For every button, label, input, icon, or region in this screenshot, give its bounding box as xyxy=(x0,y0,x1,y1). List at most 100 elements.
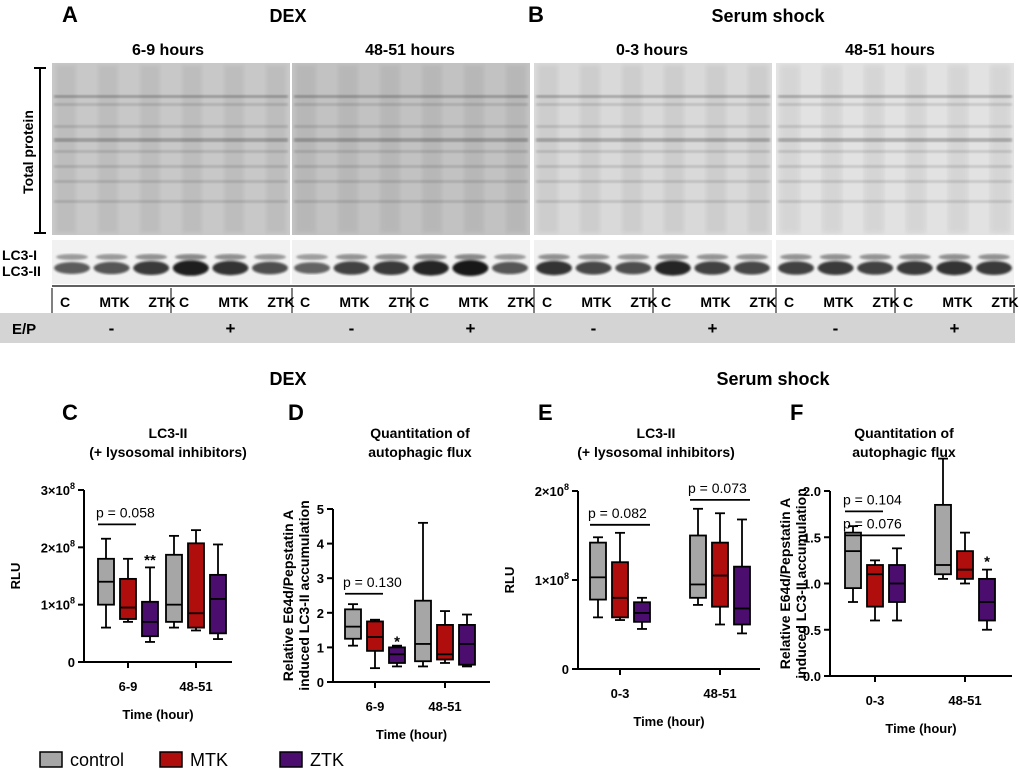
blot-panel xyxy=(292,63,530,284)
chart-title: Quantitation of xyxy=(854,425,954,441)
panel-letter: F xyxy=(790,400,803,425)
y-tick-label: 1×108 xyxy=(535,571,569,588)
box-iqr xyxy=(978,577,996,622)
y-tick-label: 1.5 xyxy=(803,530,821,545)
box-ztk-48-51 xyxy=(733,518,751,635)
legend-label: MTK xyxy=(190,750,228,770)
y-axis-label: Relative E64d/Pepstatin A xyxy=(777,498,793,669)
box-mtk-48-51 xyxy=(436,610,454,664)
lane-label-c: C xyxy=(60,294,70,310)
x-tick-label: 48-51 xyxy=(703,686,736,701)
time-label-dex-6-9: 6-9 hours xyxy=(132,42,204,59)
box-iqr xyxy=(187,542,205,629)
blot-panel xyxy=(52,63,290,284)
box-control-0-3 xyxy=(844,525,862,603)
box-iqr xyxy=(866,564,884,608)
y-tick-label: 2 xyxy=(317,606,324,621)
blot-panel xyxy=(776,63,1014,284)
box-iqr xyxy=(589,541,607,601)
lane-label-mtk: MTK xyxy=(99,294,129,310)
y-tick-label: 3×108 xyxy=(41,481,75,498)
box-ztk-0-3 xyxy=(633,596,651,630)
box-mtk-48-51 xyxy=(956,531,974,585)
chart-d: D Quantitation of autophagic flux 0 1 2 3 4 5 Rel… xyxy=(280,400,490,742)
y-tick-label: 0 xyxy=(562,662,569,677)
chart-title: LC3-II xyxy=(637,425,676,441)
time-label-serum-48-51: 48-51 hours xyxy=(845,42,935,59)
y-tick-label: 2.0 xyxy=(803,484,821,499)
x-tick-label: 0-3 xyxy=(611,686,630,701)
x-tick-label: 48-51 xyxy=(179,679,212,694)
lane-label-c: C xyxy=(179,294,189,310)
box-control-48-51 xyxy=(934,457,952,580)
chart-f: F Quantitation of autophagic flux 0.0 0.5 1.0… xyxy=(777,400,1012,736)
x-tick-label: 6-9 xyxy=(366,699,385,714)
lane-label-ztk: ZTK xyxy=(507,294,534,310)
box-iqr xyxy=(611,561,629,619)
panel-letter: C xyxy=(62,400,78,425)
ep-sign: - xyxy=(109,319,115,338)
y-tick-label: 0 xyxy=(317,675,324,690)
box-iqr xyxy=(344,608,362,640)
dex-header: DEX xyxy=(269,6,306,26)
y-axis-label: Relative E64d/Pepstatin A xyxy=(280,510,296,681)
lane-label-mtk: MTK xyxy=(458,294,488,310)
box-ztk-48-51 xyxy=(978,568,996,631)
panel-letter: E xyxy=(538,400,553,425)
time-label-dex-48-51: 48-51 hours xyxy=(365,42,455,59)
x-axis-label: Time (hour) xyxy=(122,707,193,722)
x-axis-label: Time (hour) xyxy=(376,727,447,742)
box-iqr xyxy=(934,503,952,576)
lane-label-mtk: MTK xyxy=(700,294,730,310)
lane-label-mtk: MTK xyxy=(823,294,853,310)
legend-label: control xyxy=(70,750,124,770)
dex-section-title: DEX xyxy=(269,369,306,389)
chart-title: (+ lysosomal inhibitors) xyxy=(577,444,735,460)
lane-label-ztk: ZTK xyxy=(388,294,415,310)
lane-label-c: C xyxy=(300,294,310,310)
y-axis-label: induced LC3-II accumulation xyxy=(793,488,809,679)
box-control-0-3 xyxy=(589,536,607,619)
p-value-label: p = 0.082 xyxy=(588,505,647,521)
y-tick-label: 1.0 xyxy=(803,577,821,592)
time-label-serum-0-3: 0-3 hours xyxy=(616,42,688,59)
lane-label-mtk: MTK xyxy=(942,294,972,310)
lane-labels: C MTK ZTK C MTK ZTK C MTK ZTK C MTK ZTK C MTK ZTK C MTK Z… xyxy=(51,288,1019,343)
y-tick-label: 0 xyxy=(68,655,75,670)
ep-sign: - xyxy=(349,319,355,338)
box-mtk-48-51 xyxy=(187,529,205,632)
box-control-48-51 xyxy=(165,534,183,629)
significance-star: ** xyxy=(144,552,156,569)
box-ztk-0-3 xyxy=(888,547,906,622)
y-axis-label: RLU xyxy=(502,567,517,594)
box-control-48-51 xyxy=(414,521,432,668)
box-iqr xyxy=(956,550,974,580)
blot-panel xyxy=(534,63,772,284)
box-iqr xyxy=(436,624,454,661)
legend: control MTK ZTK xyxy=(39,750,344,770)
y-tick-label: 5 xyxy=(317,502,324,517)
y-tick-label: 4 xyxy=(317,537,325,552)
legend-swatch xyxy=(279,751,303,768)
box-mtk-6-9 xyxy=(119,557,137,623)
lane-label-mtk: MTK xyxy=(218,294,248,310)
p-value-label: p = 0.104 xyxy=(843,491,902,507)
box-iqr xyxy=(414,599,432,663)
serum-shock-header: Serum shock xyxy=(711,6,825,26)
x-tick-label: 48-51 xyxy=(428,699,461,714)
box-ztk-6-9 xyxy=(141,566,159,643)
box-mtk-0-3 xyxy=(866,559,884,622)
x-axis-label: Time (hour) xyxy=(633,714,704,729)
chart-title: LC3-II xyxy=(149,425,188,441)
box-plot-charts: C LC3-II (+ lysosomal inhibitors) 0 1×108 2×1… xyxy=(8,400,1012,742)
chart-title: autophagic flux xyxy=(368,444,472,460)
p-value-label: p = 0.130 xyxy=(343,574,402,590)
p-value-label: p = 0.058 xyxy=(96,504,155,520)
significance-star: * xyxy=(984,553,990,570)
y-axis-label: RLU xyxy=(8,563,23,590)
legend-swatch xyxy=(159,751,183,768)
lane-label-mtk: MTK xyxy=(339,294,369,310)
y-tick-label: 2×108 xyxy=(41,538,75,555)
box-iqr xyxy=(165,553,183,623)
